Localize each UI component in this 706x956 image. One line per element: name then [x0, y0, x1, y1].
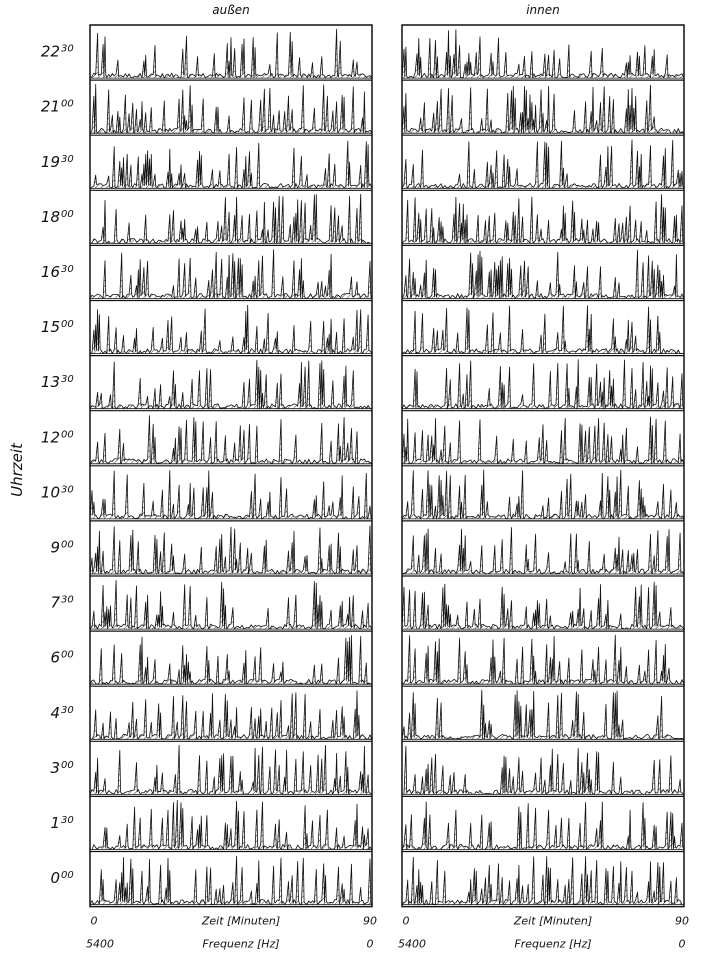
spectrum-trace — [89, 193, 373, 244]
spectrum-trace — [89, 84, 373, 134]
time-hour: 16 — [41, 263, 60, 281]
time-axis-label: Zeit [Minuten] — [513, 915, 592, 928]
time-label: 16 — [41, 263, 60, 281]
time-hour: 0 — [50, 869, 60, 887]
spectrum-trace — [89, 580, 373, 630]
spectrum-trace — [89, 470, 373, 520]
time-label: 7 — [50, 594, 60, 612]
time-label: 19 — [41, 153, 60, 171]
time-label: 10 — [41, 483, 60, 501]
time-label: 13 — [41, 373, 60, 391]
freq-axis-label: Frequenz [Hz] — [514, 938, 591, 951]
spectrum-trace — [401, 581, 685, 630]
time-label: 15 — [41, 318, 60, 336]
time-axis-end: 90 — [363, 915, 377, 928]
time-label: 9 — [50, 538, 60, 556]
time-label: 0 — [50, 869, 60, 887]
time-minute: 30 — [61, 705, 74, 716]
time-hour: 1 — [50, 814, 60, 832]
time-hour: 22 — [41, 43, 60, 61]
spectrum-trace — [401, 139, 685, 189]
spectrum-trace — [89, 359, 373, 410]
freq-axis-start: 5400 — [86, 938, 114, 951]
y-axis-label: Uhrzeit — [8, 442, 26, 497]
time-hour: 4 — [50, 704, 60, 722]
time-hour: 6 — [50, 649, 60, 667]
spectrum-trace — [89, 745, 373, 795]
time-minute: 30 — [61, 154, 74, 165]
time-minute: 30 — [61, 595, 74, 606]
time-axis-start: 0 — [403, 915, 410, 928]
time-minute: 00 — [61, 760, 74, 771]
panel-frame — [401, 24, 685, 908]
spectrum-trace — [401, 84, 685, 134]
spectrum-trace — [401, 634, 685, 685]
freq-axis-label: Frequenz [Hz] — [202, 938, 279, 951]
spectrum-trace — [401, 249, 685, 299]
time-axis-start: 0 — [91, 915, 98, 928]
time-minute: 00 — [61, 209, 74, 220]
spectrum-trace — [89, 855, 373, 905]
time-minute: 00 — [61, 650, 74, 661]
time-hour: 19 — [41, 153, 60, 171]
spectrum-trace — [89, 249, 373, 299]
time-axis-end: 90 — [675, 915, 689, 928]
time-minute: 30 — [61, 484, 74, 495]
spectrum-trace — [401, 416, 685, 465]
time-minute: 30 — [61, 374, 74, 385]
time-minute: 00 — [61, 429, 74, 440]
time-minute: 00 — [61, 870, 74, 881]
time-hour: 10 — [41, 483, 60, 501]
spectrum-trace — [401, 194, 685, 244]
spectrum-trace — [401, 856, 685, 905]
freq-axis-end: 0 — [679, 938, 686, 951]
spectrum-trace — [89, 140, 373, 189]
spectrum-trace — [89, 525, 373, 575]
time-minute: 00 — [61, 99, 74, 110]
column-title: innen — [526, 3, 560, 17]
time-minute: 00 — [61, 539, 74, 550]
spectrum-trace — [401, 801, 685, 850]
time-axis-label: Zeit [Minuten] — [201, 915, 280, 928]
panel-frame — [89, 24, 373, 908]
spectrum-trace — [401, 527, 685, 575]
time-hour: 12 — [41, 428, 60, 446]
spectrum-trace — [89, 415, 373, 465]
time-hour: 9 — [50, 538, 60, 556]
time-hour: 18 — [41, 208, 60, 226]
time-hour: 13 — [41, 373, 60, 391]
time-hour: 3 — [50, 759, 60, 777]
time-label: 4 — [50, 704, 60, 722]
time-hour: 21 — [41, 98, 60, 116]
spectrum-trace — [89, 635, 373, 685]
time-label: 21 — [41, 98, 60, 116]
time-label: 22 — [41, 43, 60, 61]
spectrum-trace — [401, 305, 685, 354]
spectrum-trace — [401, 359, 685, 410]
spectrum-trace — [89, 304, 373, 354]
time-label: 6 — [50, 649, 60, 667]
freq-axis-start: 5400 — [398, 938, 426, 951]
time-hour: 7 — [50, 594, 60, 612]
time-minute: 30 — [61, 264, 74, 275]
time-label: 3 — [50, 759, 60, 777]
spectrum-trace — [401, 29, 685, 79]
time-hour: 15 — [41, 318, 60, 336]
time-minute: 00 — [61, 319, 74, 330]
time-label: 18 — [41, 208, 60, 226]
spectrum-trace — [89, 28, 373, 79]
spectrum-trace — [401, 689, 685, 740]
spectrum-trace — [89, 690, 373, 740]
time-minute: 30 — [61, 44, 74, 55]
spectrum-trace — [401, 745, 685, 795]
column-title: außen — [212, 3, 250, 17]
spectrum-trace — [401, 469, 685, 520]
time-label: 1 — [50, 814, 60, 832]
spectrum-trace — [89, 800, 373, 850]
time-minute: 30 — [61, 815, 74, 826]
time-label: 12 — [41, 428, 60, 446]
freq-axis-end: 0 — [367, 938, 374, 951]
